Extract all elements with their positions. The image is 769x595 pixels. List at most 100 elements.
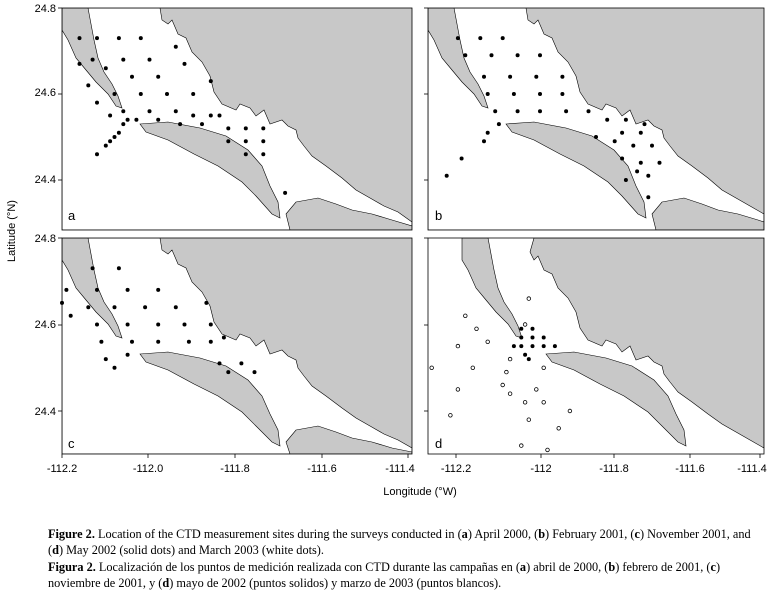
station-solid (605, 117, 610, 122)
station-solid (112, 305, 117, 310)
station-solid (620, 156, 625, 161)
station-solid (173, 305, 178, 310)
caption-es-text-5: ) mayo de 2002 (puntos solidos) y marzo … (169, 576, 502, 590)
station-solid (125, 322, 130, 327)
station-solid (485, 130, 490, 135)
station-solid (204, 300, 209, 305)
station-solid (226, 370, 231, 375)
y-tick-top-24-6: 24.6 (35, 87, 56, 99)
station-open (455, 387, 461, 392)
caption-en-text-3: ) February 2001, ( (545, 527, 635, 541)
station-solid (226, 126, 231, 131)
station-solid (612, 139, 617, 144)
panel-b-south-shore (651, 197, 764, 230)
caption-es-b: b (608, 560, 616, 574)
station-solid (500, 36, 505, 41)
panel-a: a (61, 7, 413, 231)
panel-c-letter: c (68, 436, 75, 451)
panel-a-frame (61, 7, 413, 231)
x-tick-left-111-8: -111.8 (220, 463, 250, 475)
station-solid (226, 139, 231, 144)
panel-d: d (427, 237, 765, 455)
station-solid (515, 109, 520, 114)
station-open (448, 413, 453, 418)
station-solid (103, 66, 108, 71)
station-solid (208, 113, 213, 118)
station-solid (493, 109, 498, 114)
station-solid (143, 305, 148, 310)
station-solid (68, 313, 73, 318)
station-solid (99, 339, 104, 344)
station-solid (173, 44, 178, 49)
station-solid (121, 109, 126, 114)
caption-es-text-4: ) noviembre de 2001, y ( (48, 560, 721, 590)
station-solid (538, 92, 542, 96)
station-solid (125, 287, 130, 292)
panel-b-map (428, 8, 764, 230)
panel-a-map (62, 8, 412, 230)
station-solid (208, 339, 213, 344)
station-solid (243, 152, 248, 157)
x-tick-left-111-6: -111.6 (307, 463, 337, 475)
station-solid (156, 339, 161, 344)
station-solid (638, 160, 643, 165)
y-tick-top-24-4: 24.4 (35, 174, 56, 186)
panel-c: c (60, 237, 413, 455)
caption-es-c: c (710, 560, 716, 574)
caption-es-d: d (162, 576, 170, 590)
panel-d-stations (429, 296, 573, 453)
station-open (474, 326, 479, 331)
station-solid (208, 79, 213, 84)
station-solid (186, 339, 191, 344)
station-solid (646, 195, 651, 200)
x-tick-left-112-0: -112.0 (133, 463, 163, 475)
x-tick-left-112-2: -112.2 (47, 463, 77, 475)
station-solid (95, 152, 99, 157)
station-solid (638, 130, 643, 135)
station-solid (77, 61, 82, 66)
caption-english: Figure 2. Location of the CTD measuremen… (48, 526, 760, 558)
station-solid (459, 156, 464, 161)
caption-en-text-1: Location of the CTD measurement sites du… (94, 527, 462, 541)
station-solid (444, 173, 449, 178)
station-solid (112, 135, 117, 139)
station-solid (642, 122, 647, 127)
station-solid (95, 100, 99, 105)
station-solid (538, 109, 542, 114)
caption-es-a: a (519, 560, 527, 574)
station-solid (95, 287, 99, 292)
x-tick-right-111-4: -111.4 (737, 463, 767, 475)
x-axis-label: Longitude (°W) (383, 486, 457, 498)
station-solid (156, 322, 161, 327)
station-solid (217, 361, 222, 366)
station-solid (112, 92, 117, 96)
station-solid (496, 122, 501, 127)
y-tick-bottom-24-6: 24.6 (35, 319, 56, 331)
station-solid (657, 160, 662, 165)
panel-c-barrier-island (139, 351, 281, 447)
station-solid (526, 357, 531, 362)
station-open (504, 369, 509, 375)
station-open (534, 387, 539, 392)
station-solid (560, 74, 565, 79)
station-solid (116, 130, 121, 135)
station-solid (650, 143, 654, 148)
station-solid (455, 36, 460, 41)
station-open (429, 365, 434, 370)
station-solid (586, 109, 591, 114)
station-solid (191, 92, 196, 96)
station-solid (208, 322, 213, 327)
station-solid (519, 326, 524, 331)
panel-a-stations (77, 36, 288, 195)
station-solid (125, 117, 130, 122)
station-solid (217, 113, 222, 118)
station-solid (156, 117, 161, 122)
station-open (541, 365, 546, 370)
caption-es-text-3: ) febrero de 2001, ( (615, 560, 711, 574)
station-open (567, 408, 573, 414)
station-open (526, 417, 531, 422)
station-solid (511, 92, 516, 96)
caption-spanish: Figura 2. Localización de los puntos de … (48, 559, 760, 591)
station-open (455, 343, 461, 349)
station-solid (182, 322, 187, 327)
